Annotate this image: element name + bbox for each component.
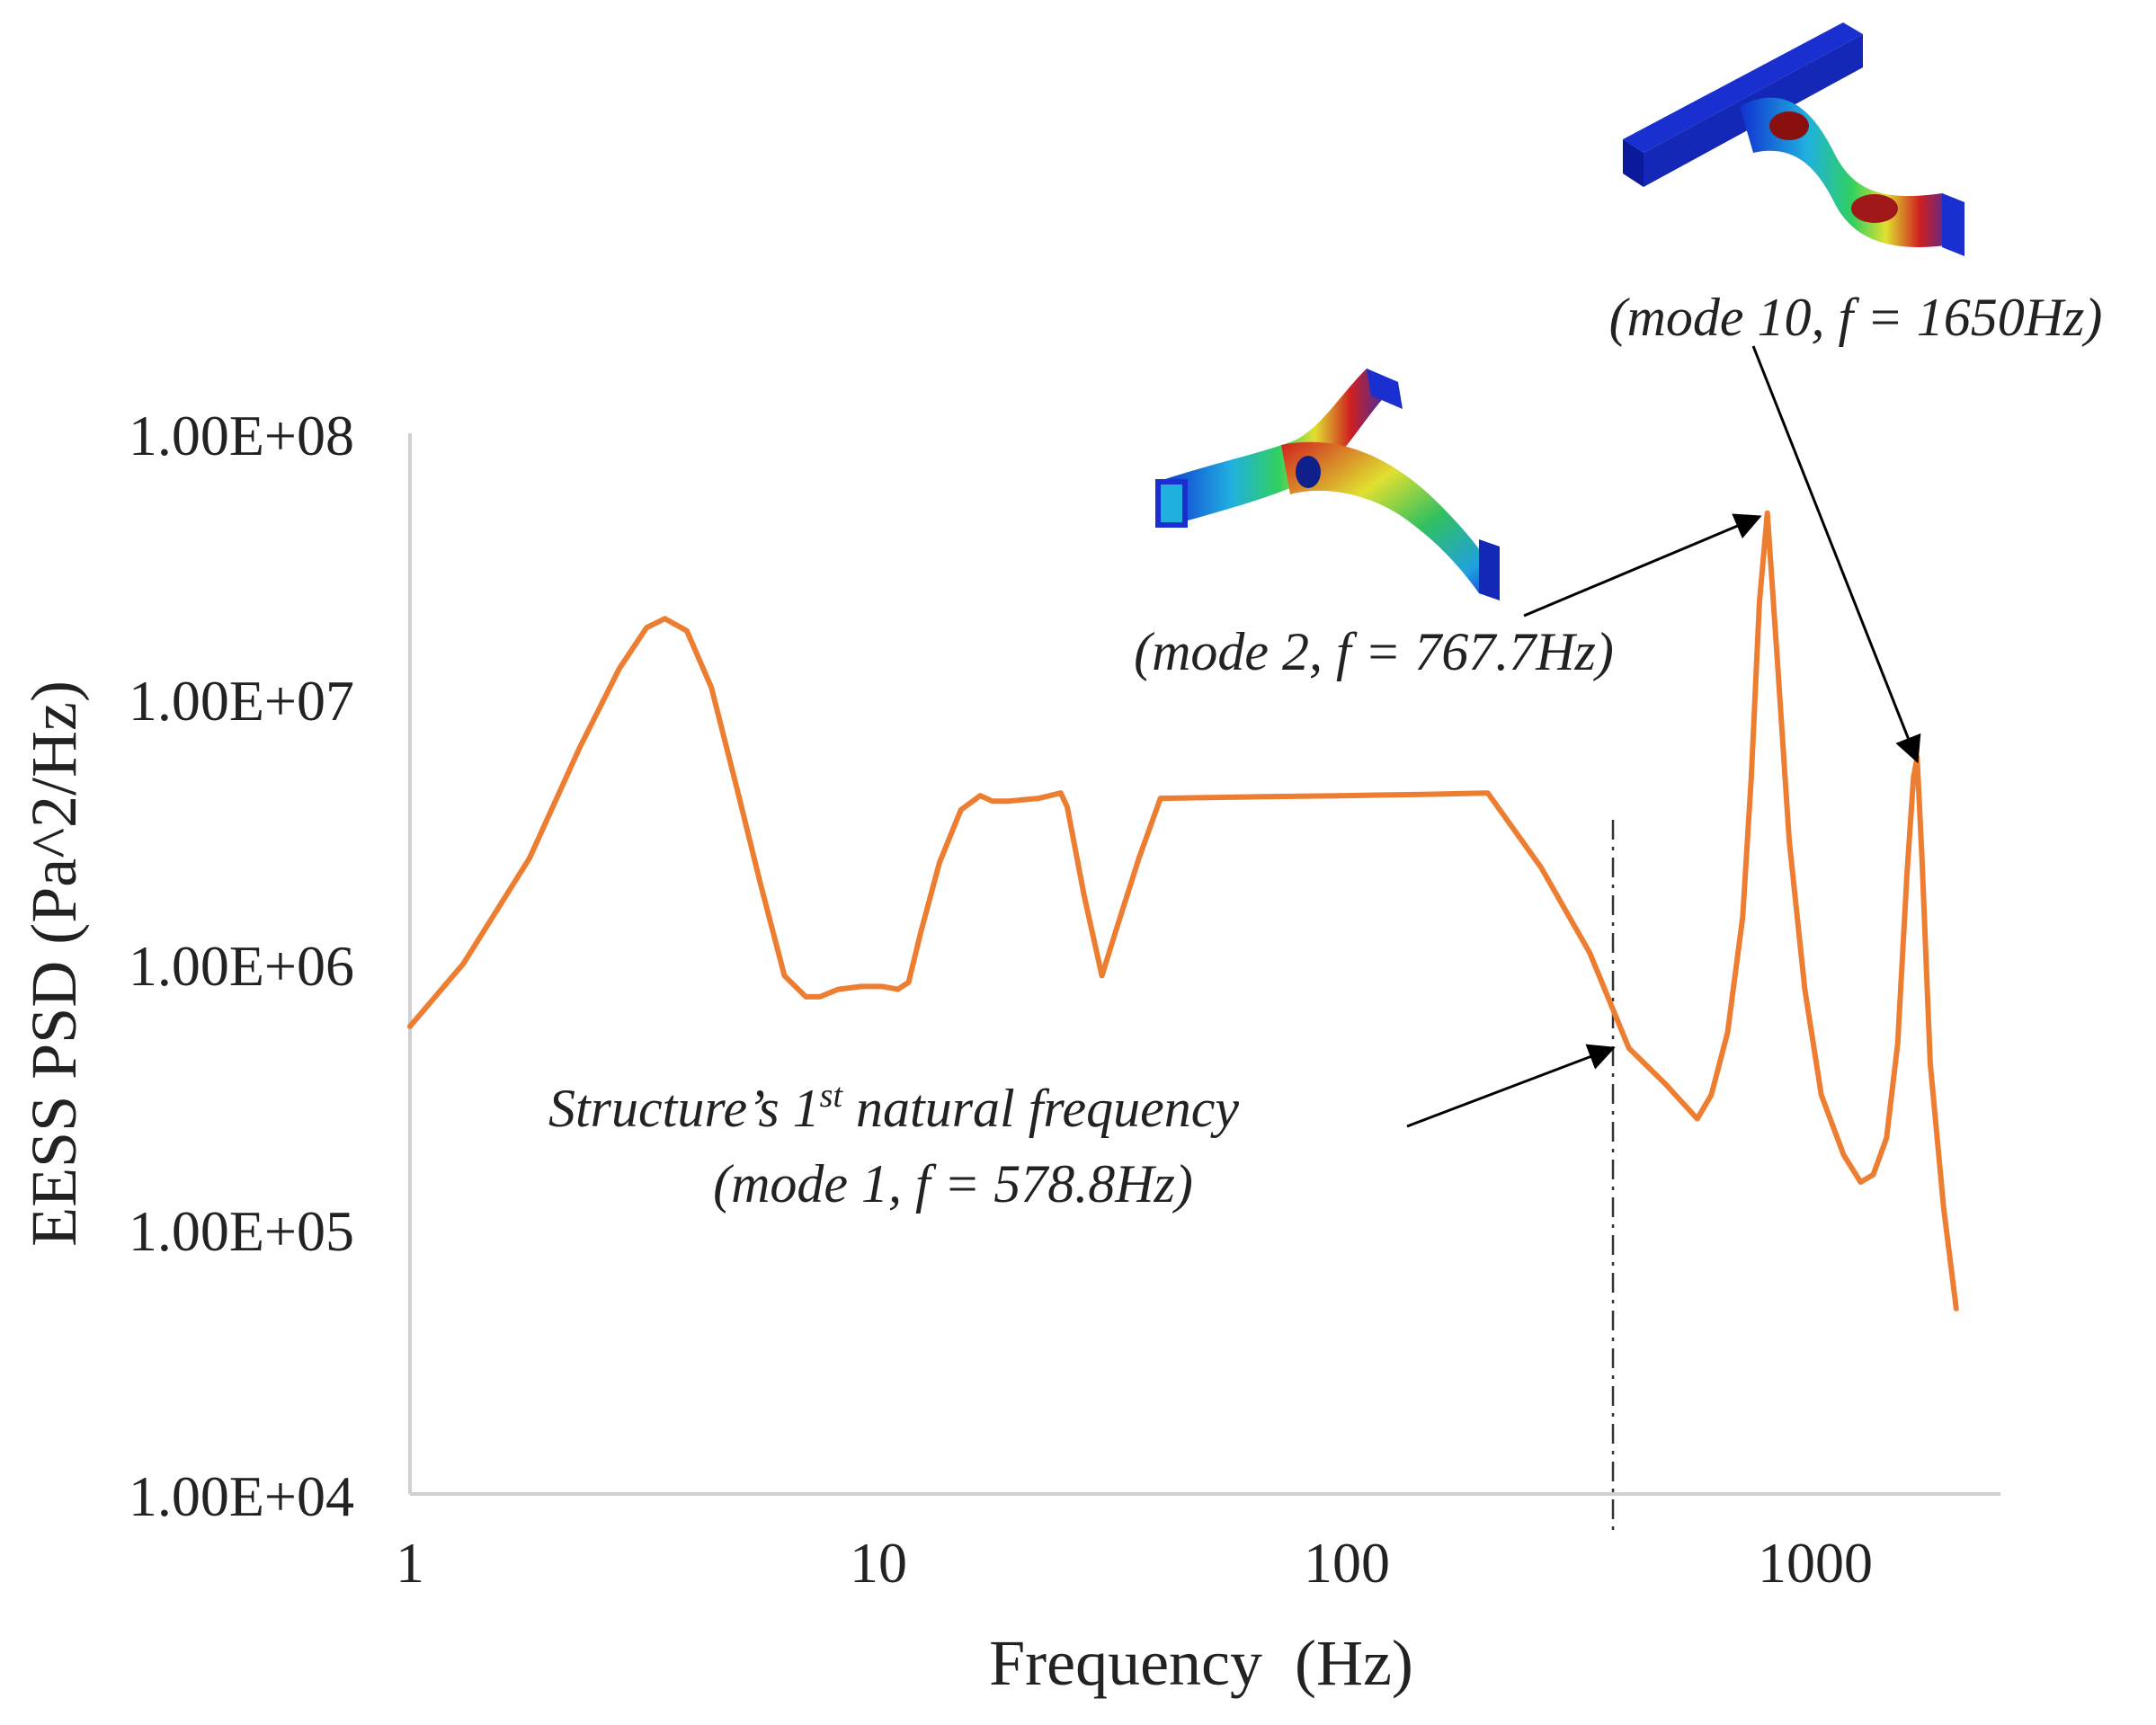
mode-1-arrow <box>1406 1044 1616 1128</box>
x-axis-title: Frequency (Hz) <box>989 1627 1413 1699</box>
y-tick-label: 1.00E+06 <box>129 934 354 998</box>
mode-10-shape-image <box>1623 22 1964 256</box>
x-tick-label: 100 <box>1304 1531 1390 1595</box>
y-tick-label: 1.00E+05 <box>129 1199 354 1263</box>
mode-2-arrow <box>1523 513 1762 618</box>
y-tick-label: 1.00E+08 <box>129 404 354 467</box>
mode-10-arrow <box>1751 345 1921 764</box>
mode-2-shape-image <box>1155 369 1500 600</box>
mode-2-annotation: (mode 2, f = 767.7Hz) <box>1134 622 1614 681</box>
y-axis-title: EESS PSD (Pa^2/Hz) <box>18 680 90 1247</box>
mode-1-annotation-line2: (mode 1, f = 578.8Hz) <box>713 1154 1193 1214</box>
x-tick-label: 1000 <box>1758 1531 1873 1595</box>
y-tick-label: 1.00E+04 <box>129 1464 354 1528</box>
y-tick-label: 1.00E+07 <box>129 669 354 733</box>
x-tick-label: 10 <box>850 1531 907 1595</box>
x-tick-label: 1 <box>396 1531 424 1595</box>
mode-1-annotation-line1: Structure’s 1st natural frequency <box>548 1077 1239 1138</box>
mode-10-annotation: (mode 10, f = 1650Hz) <box>1609 288 2103 347</box>
psd-series-line <box>407 510 1959 1312</box>
